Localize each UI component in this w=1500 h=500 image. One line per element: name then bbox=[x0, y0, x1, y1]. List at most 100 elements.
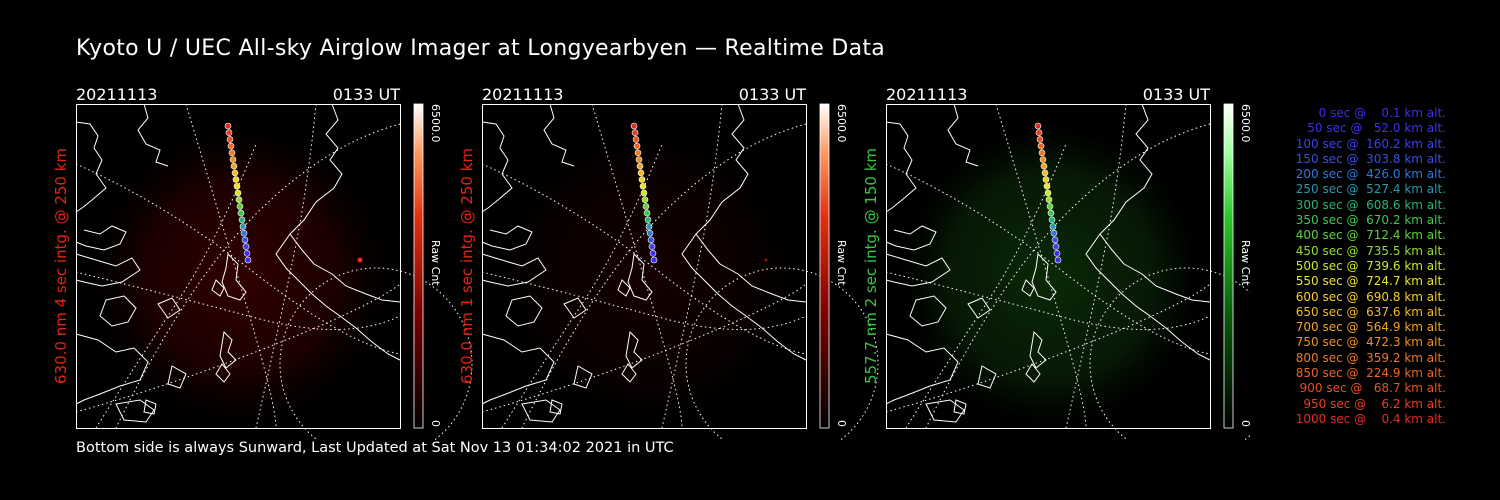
coastline bbox=[1085, 233, 1211, 361]
trajectory-point bbox=[1035, 129, 1043, 137]
coastline bbox=[573, 365, 593, 389]
trajectory-point bbox=[633, 142, 641, 150]
coastline bbox=[143, 399, 157, 415]
coastline bbox=[167, 365, 187, 389]
coastline bbox=[627, 252, 653, 301]
trajectory-point bbox=[1053, 250, 1061, 257]
trajectory-point bbox=[1044, 189, 1052, 197]
panel-side-label: 630.0 nm 4 sec intg. @ 250 km bbox=[52, 148, 70, 384]
trajectory-point bbox=[237, 209, 245, 217]
coastline bbox=[885, 333, 959, 405]
trajectory-point bbox=[650, 256, 658, 264]
trajectory-point bbox=[644, 216, 652, 224]
coastline bbox=[1021, 279, 1035, 297]
trajectory-point bbox=[1050, 229, 1058, 237]
grid-line bbox=[925, 123, 1211, 429]
grid-line bbox=[885, 271, 1211, 331]
coastline bbox=[289, 103, 343, 265]
grid-line bbox=[95, 143, 257, 429]
footer-note: Bottom side is always Sunward, Last Upda… bbox=[76, 440, 674, 456]
trajectory-point bbox=[1034, 122, 1042, 130]
trajectory-point bbox=[1037, 142, 1045, 150]
grid-line bbox=[75, 271, 401, 331]
trajectory-point bbox=[645, 223, 653, 230]
trajectory-point bbox=[1046, 203, 1054, 210]
legend-entry: 100 sec @ 160.2 km alt. bbox=[1291, 136, 1446, 151]
coastline bbox=[925, 399, 965, 423]
coastline bbox=[1029, 330, 1047, 369]
coastline bbox=[215, 363, 231, 383]
trajectory-point bbox=[643, 209, 651, 217]
legend-entry: 600 sec @ 690.8 km alt. bbox=[1291, 289, 1446, 304]
trajectory-point bbox=[638, 176, 646, 183]
coastline bbox=[953, 399, 967, 415]
trajectory-point bbox=[641, 196, 649, 203]
coastline bbox=[543, 103, 575, 167]
coastline bbox=[219, 330, 237, 369]
grid-line bbox=[905, 143, 1067, 429]
trajectory-point bbox=[634, 149, 642, 157]
legend-entry: 250 sec @ 527.4 km alt. bbox=[1291, 182, 1446, 197]
trajectory-point bbox=[632, 136, 640, 143]
trajectory-point bbox=[637, 169, 645, 177]
legend-entry: 350 sec @ 670.2 km alt. bbox=[1291, 213, 1446, 228]
trajectory-point bbox=[227, 142, 235, 150]
coastline bbox=[481, 225, 533, 251]
grid-line bbox=[501, 143, 663, 429]
trajectory-point bbox=[647, 236, 655, 244]
coastline bbox=[211, 279, 225, 297]
coastline bbox=[1099, 103, 1153, 265]
trajectory-point bbox=[640, 189, 648, 197]
trajectory-point bbox=[1048, 216, 1056, 224]
legend-entry: 400 sec @ 712.4 km alt. bbox=[1291, 228, 1446, 243]
panel-side-label: 557.7 nm 2 sec intg. @ 150 km bbox=[862, 148, 880, 384]
coastline bbox=[221, 252, 247, 301]
trajectory-point bbox=[649, 250, 657, 257]
legend-entry: 650 sec @ 637.6 km alt. bbox=[1291, 304, 1446, 319]
coastline bbox=[313, 263, 401, 303]
legend-entry: 300 sec @ 608.6 km alt. bbox=[1291, 197, 1446, 212]
trajectory-point bbox=[631, 129, 639, 137]
trajectory-point bbox=[242, 243, 250, 250]
coastline bbox=[695, 103, 749, 265]
trajectory-point bbox=[630, 122, 638, 130]
coastline bbox=[99, 295, 137, 327]
coastline bbox=[909, 295, 947, 327]
legend-entry: 550 sec @ 724.7 km alt. bbox=[1291, 274, 1446, 289]
legend-entry: 950 sec @ 6.2 km alt. bbox=[1299, 396, 1446, 411]
colorbar-unit-label: Raw Cnt bbox=[1239, 240, 1250, 286]
trajectory-point bbox=[232, 176, 240, 183]
colorbar-max-label: 6500.0 bbox=[429, 104, 442, 143]
trajectory-point bbox=[642, 203, 650, 210]
coastline bbox=[563, 297, 587, 319]
legend-entry: 850 sec @ 224.9 km alt. bbox=[1291, 366, 1446, 381]
trajectory-point bbox=[240, 229, 248, 237]
coastline bbox=[505, 295, 543, 327]
coastline bbox=[521, 399, 561, 423]
grid-line bbox=[115, 123, 401, 429]
legend-entry: 500 sec @ 739.6 km alt. bbox=[1291, 258, 1446, 273]
panel-time: 0133 UT bbox=[739, 85, 807, 104]
coastline bbox=[481, 253, 547, 287]
panel-date: 20211113 bbox=[886, 85, 967, 104]
trajectory-point bbox=[646, 229, 654, 237]
coastline bbox=[75, 253, 141, 287]
coastline bbox=[719, 263, 807, 303]
coastline bbox=[621, 363, 637, 383]
colorbar-max-label: 6500.0 bbox=[835, 104, 848, 143]
panel-side-label: 630.0 nm 1 sec intg. @ 250 km bbox=[458, 148, 476, 384]
coastline bbox=[115, 399, 155, 423]
coastline bbox=[625, 330, 643, 369]
coastline bbox=[75, 225, 127, 251]
colorbar bbox=[819, 103, 830, 429]
panel-3: 20211113 0133 UT 557.7 nm 2 sec intg. @ 15… bbox=[862, 85, 1250, 440]
colorbar-max-label: 6500.0 bbox=[1239, 104, 1250, 143]
legend-entry: 750 sec @ 472.3 km alt. bbox=[1291, 335, 1446, 350]
airglow-field bbox=[903, 126, 1199, 426]
coastline bbox=[1123, 263, 1211, 303]
trajectory-point bbox=[243, 250, 251, 257]
coastline bbox=[681, 233, 807, 361]
coastline bbox=[157, 297, 181, 319]
airglow-panels: 20211113 0133 UT 630.0 nm 4 sec intg. @ 25… bbox=[52, 85, 1250, 440]
trajectory-point bbox=[244, 256, 252, 264]
